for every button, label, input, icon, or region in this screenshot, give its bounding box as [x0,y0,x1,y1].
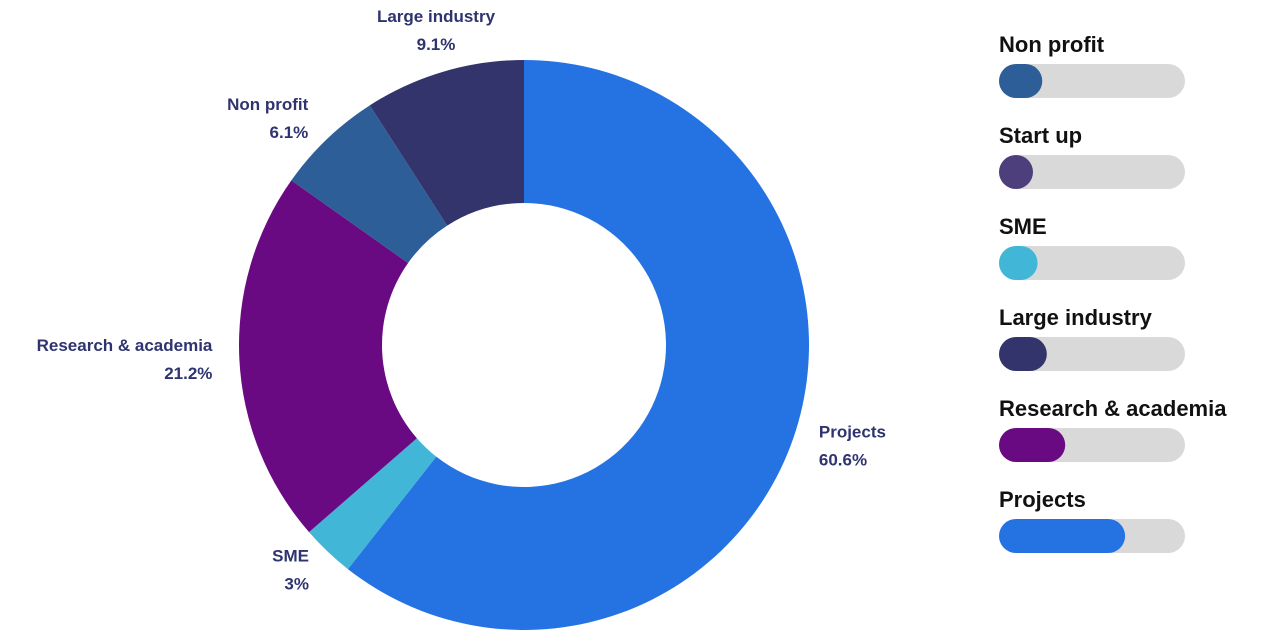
donut-slice [369,60,524,226]
legend-name: SME [999,214,1047,239]
legend-track [999,64,1185,98]
slice-label: SME [272,547,309,566]
donut-slice [238,180,417,533]
slice-label: Non profit [227,95,309,114]
legend-bar [999,155,1033,189]
legend-track [999,246,1185,280]
donut-slice [309,438,437,570]
slice-value: 6.1% [270,123,309,142]
slice-value: 9.1% [417,35,456,54]
slice-label: Research & academia [37,336,213,355]
legend-track [999,155,1185,189]
legend-name: Research & academia [999,396,1227,421]
donut-slice [347,60,809,630]
donut-slice [291,105,448,263]
legend-bar [999,428,1066,462]
legend-name: Projects [999,487,1086,512]
legend-name: Start up [999,123,1082,148]
legend-name: Non profit [999,32,1105,57]
slice-label: Projects [819,422,886,441]
slice-value: 21.2% [164,364,212,383]
legend-bar [999,337,1047,371]
slice-label: Large industry [377,7,496,26]
slice-value: 60.6% [819,450,867,469]
legend-track [999,337,1185,371]
legend-bar [999,246,1038,280]
legend-name: Large industry [999,305,1153,330]
slice-value: 3% [284,575,309,594]
legend-bar [999,519,1126,553]
legend-bar [999,64,1043,98]
